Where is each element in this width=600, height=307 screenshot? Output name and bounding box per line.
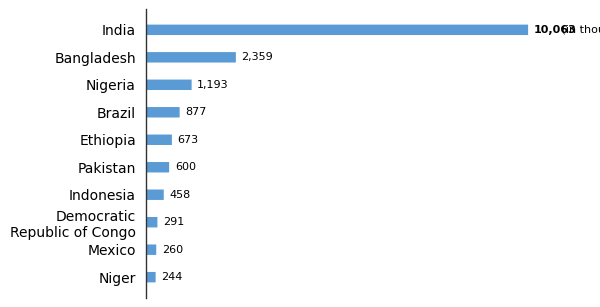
Text: 10,063: 10,063: [534, 25, 577, 35]
FancyBboxPatch shape: [146, 25, 528, 35]
FancyBboxPatch shape: [146, 80, 191, 90]
FancyBboxPatch shape: [146, 244, 156, 255]
FancyBboxPatch shape: [146, 272, 155, 282]
FancyBboxPatch shape: [146, 107, 179, 118]
FancyBboxPatch shape: [146, 217, 157, 227]
FancyBboxPatch shape: [146, 52, 236, 63]
Text: 260: 260: [162, 245, 183, 255]
Text: 2,359: 2,359: [242, 52, 274, 62]
Text: 458: 458: [169, 190, 191, 200]
FancyBboxPatch shape: [146, 189, 164, 200]
FancyBboxPatch shape: [146, 162, 169, 173]
Text: 877: 877: [185, 107, 207, 117]
Text: 1,193: 1,193: [197, 80, 229, 90]
Text: 244: 244: [161, 272, 183, 282]
Text: 673: 673: [178, 135, 199, 145]
Text: 600: 600: [175, 162, 196, 172]
Text: (in thousands): (in thousands): [559, 25, 600, 35]
FancyBboxPatch shape: [146, 134, 172, 145]
Text: 291: 291: [163, 217, 184, 227]
